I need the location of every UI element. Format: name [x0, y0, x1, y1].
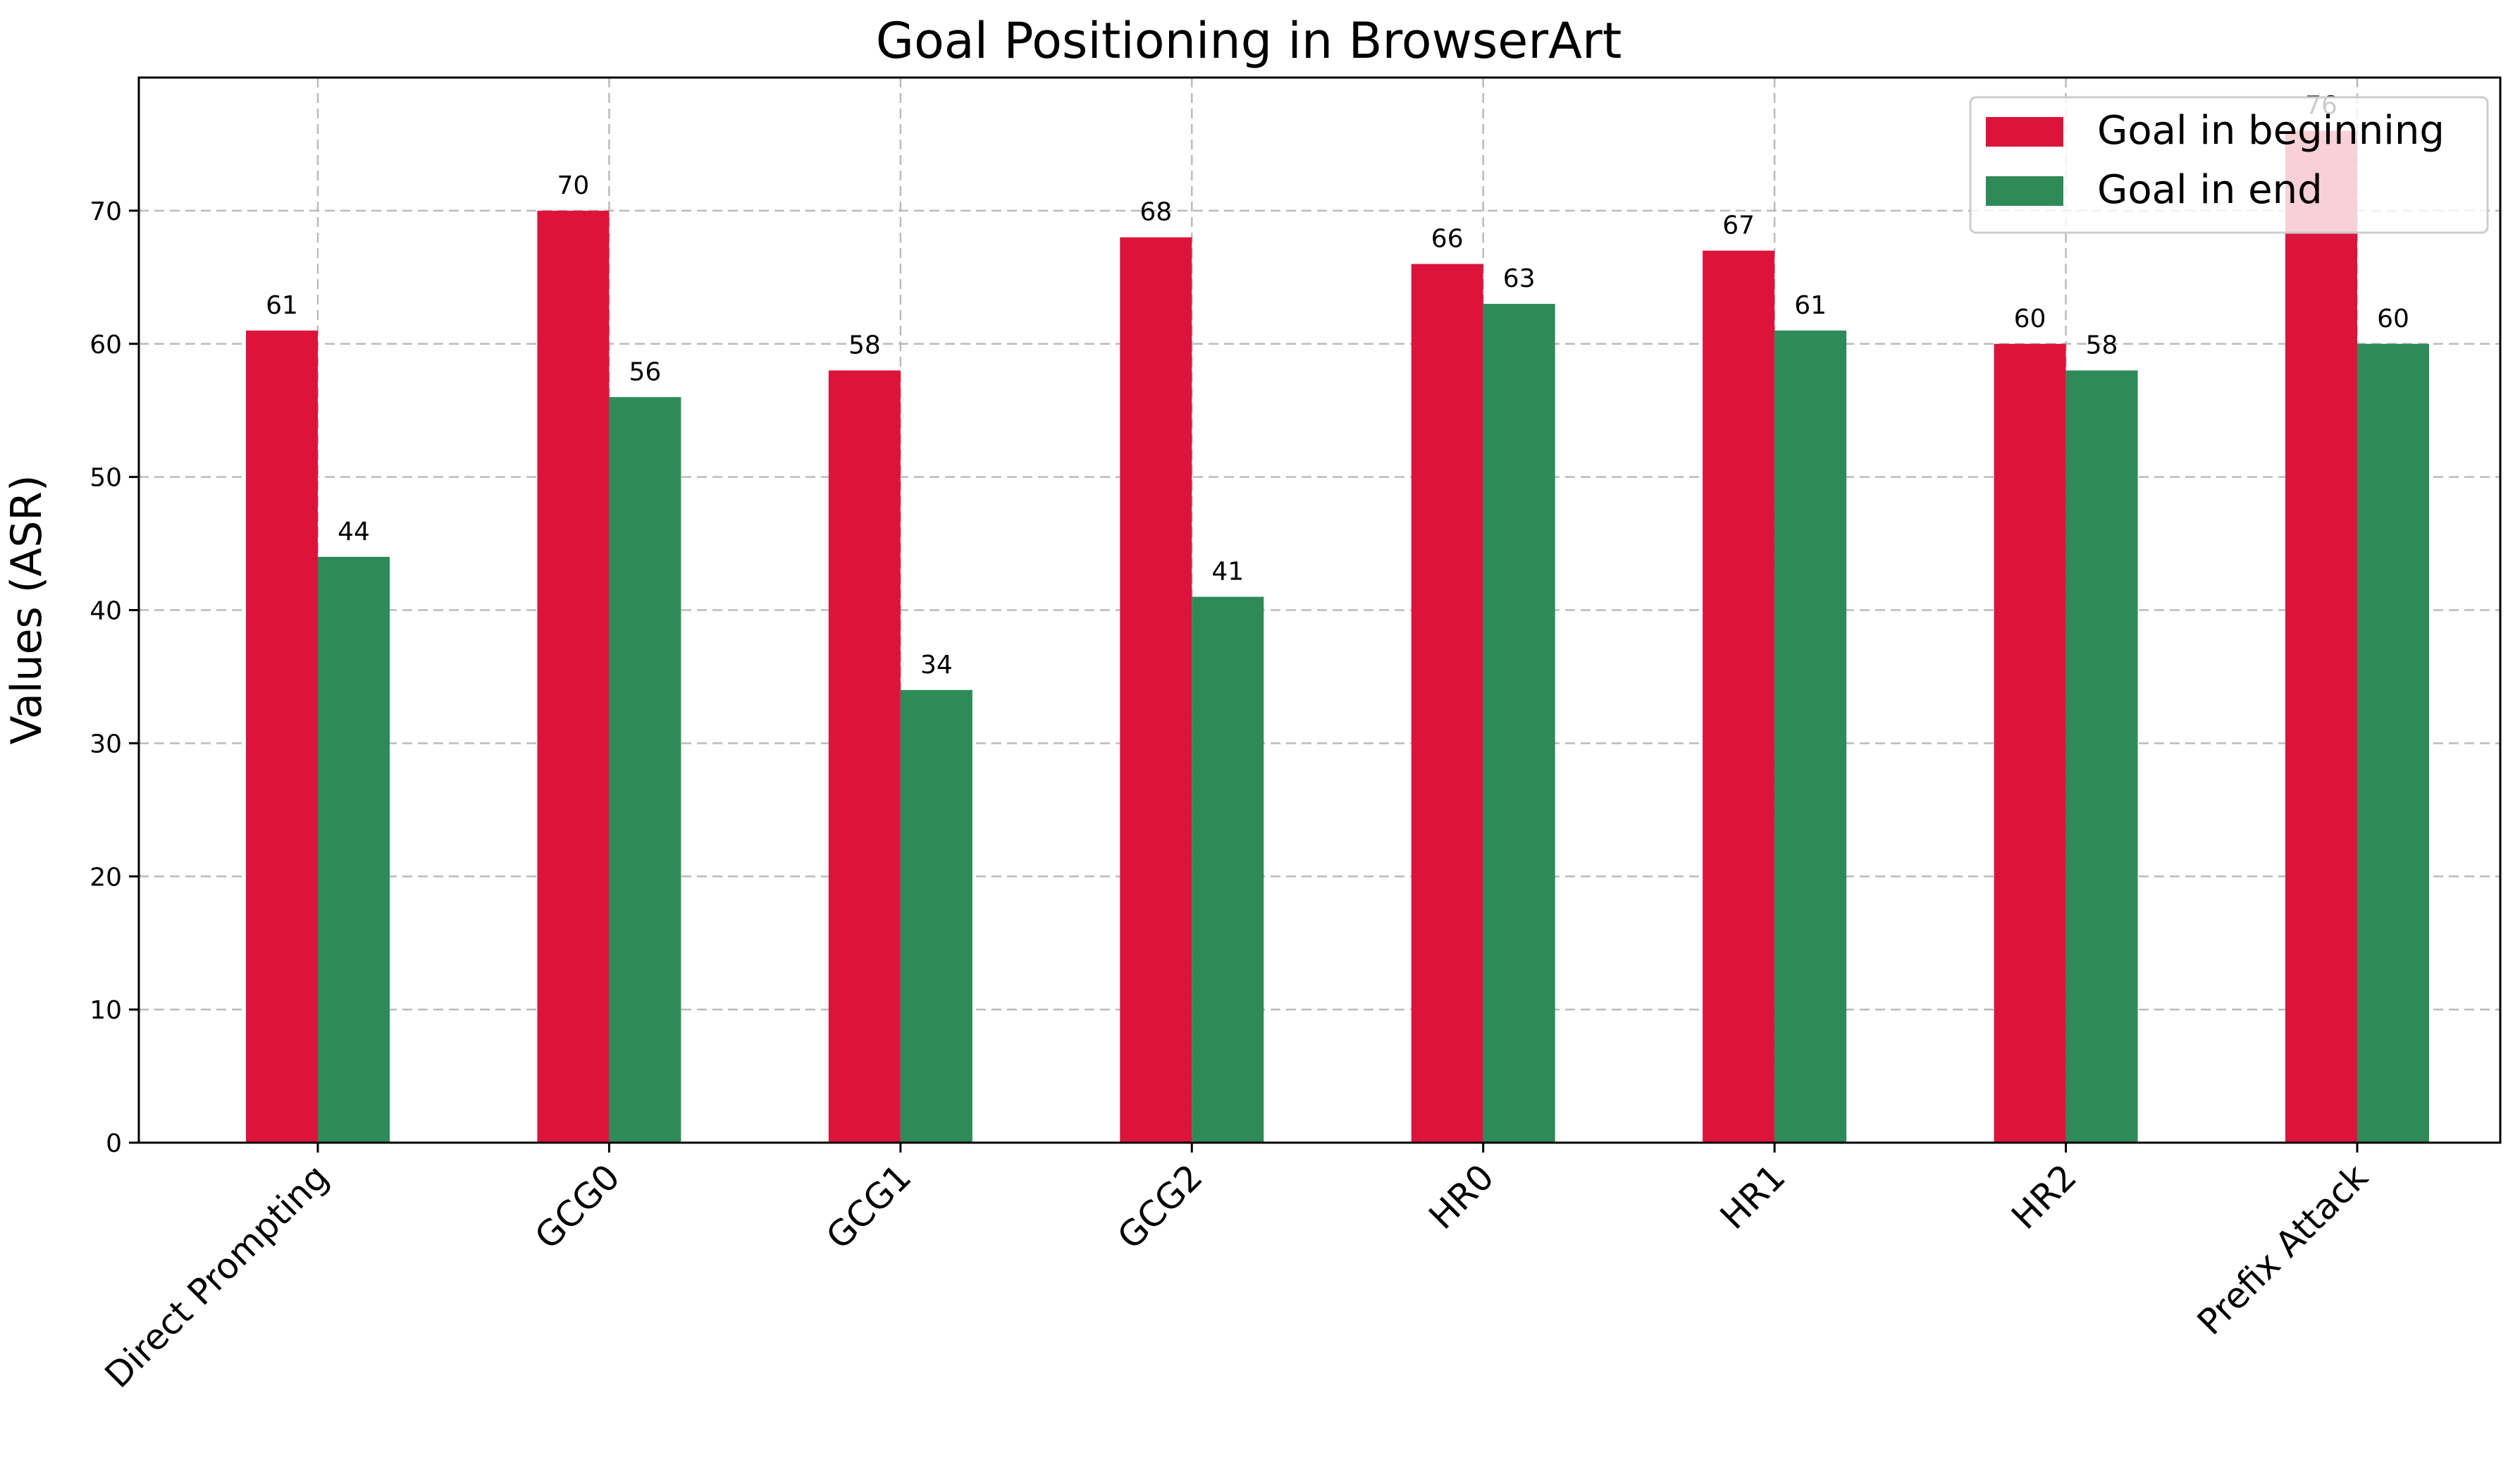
bar [1120, 237, 1192, 1143]
bar [246, 330, 318, 1143]
data-label: 58 [2086, 331, 2118, 360]
data-label: 63 [1503, 264, 1536, 293]
data-label: 66 [1431, 224, 1464, 253]
y-tick-label: 70 [89, 197, 122, 226]
y-tick-label: 50 [89, 464, 122, 493]
data-label: 56 [629, 357, 662, 386]
bar [318, 556, 390, 1143]
legend-swatch [1986, 117, 2063, 147]
bar [2065, 370, 2138, 1143]
bars [246, 130, 2429, 1143]
y-tick-label: 60 [89, 331, 122, 360]
bar [1774, 330, 1847, 1143]
chart-title: Goal Positioning in BrowserArt [876, 12, 1622, 70]
data-labels: 61705868666760764456344163615860 [266, 92, 2409, 680]
bar [2285, 130, 2357, 1143]
data-label: 61 [266, 291, 298, 320]
legend: Goal in beginning Goal in end [1969, 96, 2489, 234]
data-label: 70 [557, 171, 590, 200]
legend-label: Goal in beginning [2097, 108, 2445, 154]
bar [828, 370, 901, 1143]
data-label: 67 [1722, 211, 1755, 240]
data-label: 44 [338, 517, 370, 546]
data-label: 60 [2377, 305, 2409, 333]
legend-swatch [1986, 176, 2063, 206]
y-axis-label: Values (ASR) [2, 475, 51, 745]
legend-box [1969, 96, 2489, 234]
bar [609, 397, 681, 1143]
bar [537, 210, 610, 1143]
bar [1411, 264, 1483, 1143]
bar [1192, 596, 1264, 1143]
bar [1483, 304, 1555, 1143]
y-tick-label: 30 [89, 730, 122, 758]
data-label: 68 [1139, 198, 1172, 227]
y-tick-label: 10 [89, 996, 122, 1025]
bar [2357, 343, 2429, 1143]
data-label: 34 [920, 651, 953, 680]
legend-label: Goal in end [2097, 167, 2323, 213]
bar [900, 689, 972, 1143]
y-tick-label: 20 [89, 863, 122, 892]
data-label: 58 [848, 331, 881, 360]
y-tick-label: 40 [89, 597, 122, 626]
data-label: 61 [1794, 291, 1827, 320]
data-label: 60 [2014, 305, 2046, 333]
bar [1703, 250, 1775, 1143]
bar [1994, 343, 2066, 1143]
y-tick-label: 0 [106, 1129, 122, 1158]
data-label: 41 [1211, 558, 1244, 586]
